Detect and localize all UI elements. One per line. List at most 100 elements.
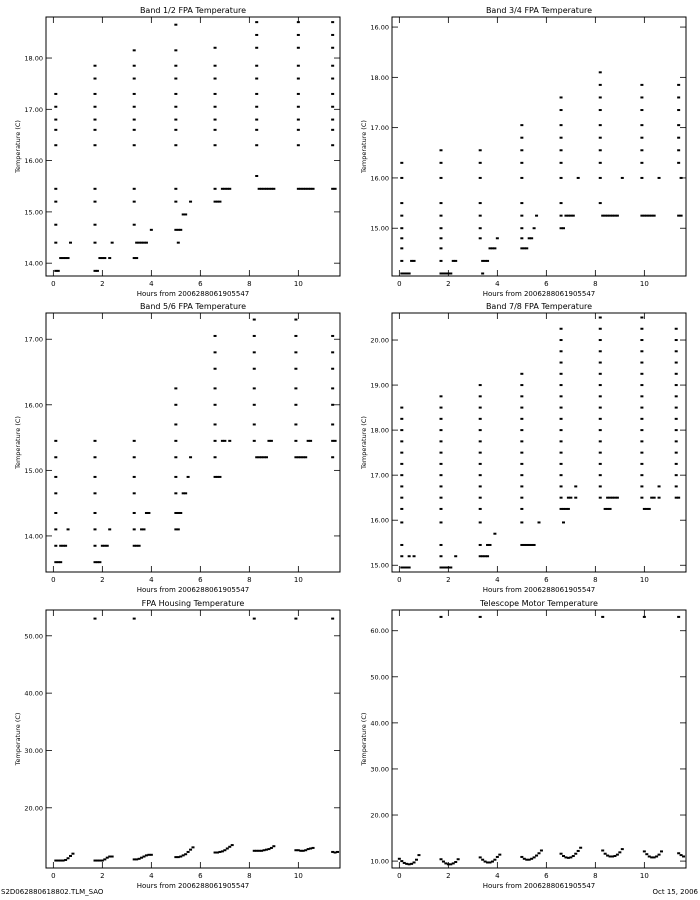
data-point (142, 528, 146, 531)
data-point (559, 474, 563, 477)
data-point (674, 485, 678, 488)
data-point (54, 511, 58, 514)
data-point (674, 372, 678, 375)
data-point (333, 187, 337, 190)
data-point (132, 187, 136, 190)
data-point (260, 187, 264, 190)
data-point (255, 456, 259, 459)
data-point (439, 615, 443, 618)
x-tick-label: 0 (397, 576, 401, 584)
data-point (132, 544, 136, 547)
data-point (294, 334, 298, 337)
data-point (478, 462, 482, 465)
data-point (132, 64, 136, 67)
data-point (306, 439, 310, 442)
data-point (333, 439, 337, 442)
chart-title: Band 7/8 FPA Temperature (486, 302, 592, 311)
y-axis-label: Temperature (C) (360, 120, 368, 174)
data-point (674, 384, 678, 387)
data-point (95, 561, 99, 564)
data-point (294, 318, 298, 321)
data-point (601, 615, 605, 618)
data-point (657, 853, 661, 856)
data-point (108, 528, 112, 531)
data-point (54, 269, 58, 272)
x-tick-label: 6 (198, 576, 203, 584)
data-point (331, 21, 335, 24)
data-point (478, 485, 482, 488)
data-point (331, 144, 335, 147)
data-point (449, 566, 453, 569)
data-point (262, 187, 266, 190)
data-point (255, 849, 259, 852)
data-point (449, 863, 453, 866)
data-point (439, 496, 443, 499)
plot-frame (45, 312, 341, 573)
data-point (213, 64, 217, 67)
data-point (294, 849, 298, 852)
data-point (598, 384, 602, 387)
data-point (598, 96, 602, 99)
data-point (93, 200, 97, 203)
data-point (400, 161, 404, 164)
data-point (559, 327, 563, 330)
data-point (559, 149, 563, 152)
data-point (336, 850, 340, 853)
data-point (640, 372, 644, 375)
data-point (652, 496, 656, 499)
data-point (397, 857, 401, 860)
data-point (61, 257, 65, 260)
data-point (478, 406, 482, 409)
data-point (174, 856, 178, 859)
data-point (213, 403, 217, 406)
data-point (265, 456, 268, 459)
data-point (252, 439, 256, 442)
data-point (439, 507, 443, 510)
data-point (439, 555, 443, 558)
data-point (54, 859, 58, 862)
data-point (520, 496, 524, 499)
data-point (176, 856, 180, 859)
data-point (674, 496, 678, 499)
data-point (481, 259, 485, 262)
data-point (400, 429, 404, 432)
data-point (110, 855, 114, 858)
data-point (674, 339, 678, 342)
y-tick-label: 15.00 (24, 467, 43, 475)
x-tick-label: 4 (495, 872, 500, 880)
data-point (415, 858, 418, 861)
data-point (93, 118, 97, 121)
data-point (613, 214, 617, 217)
data-point (223, 439, 227, 442)
data-point (598, 395, 602, 398)
x-axis-label: Hours from 2006288061905547 (483, 586, 596, 594)
data-point (564, 856, 568, 859)
data-point (640, 161, 644, 164)
data-point (444, 862, 448, 865)
plot-frame (391, 312, 687, 573)
data-point (252, 403, 256, 406)
x-tick-label: 6 (198, 280, 203, 288)
data-point (677, 496, 681, 499)
data-point (640, 395, 644, 398)
data-point (520, 507, 524, 510)
data-point (640, 339, 644, 342)
data-point (93, 64, 97, 67)
data-point (478, 417, 482, 420)
data-point (520, 136, 524, 139)
data-point (598, 124, 602, 127)
data-point (640, 316, 644, 319)
data-point (132, 858, 136, 861)
data-point (640, 149, 644, 152)
data-point (559, 507, 563, 510)
data-point (400, 440, 404, 443)
data-point (412, 259, 416, 262)
data-point (223, 849, 227, 852)
data-point (527, 543, 531, 546)
data-point (493, 532, 497, 535)
chart-title: FPA Housing Temperature (142, 599, 245, 608)
y-tick-label: 18.00 (370, 74, 389, 82)
data-point (598, 327, 602, 330)
data-point (255, 92, 259, 95)
x-tick-label: 4 (149, 872, 154, 880)
